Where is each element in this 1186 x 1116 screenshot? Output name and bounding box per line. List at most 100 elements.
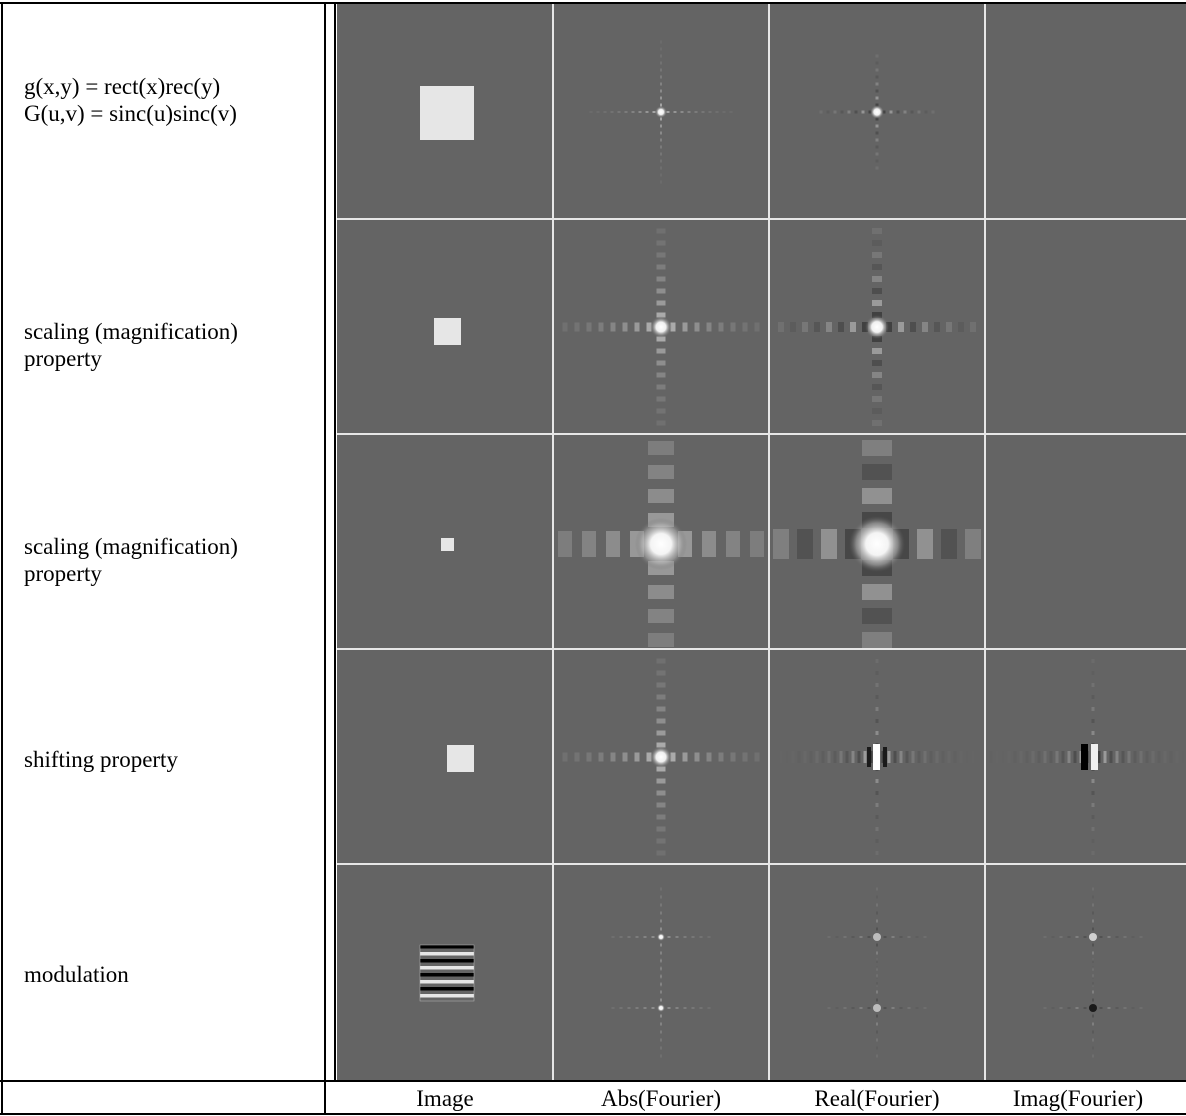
real-row5-1-v-lobe xyxy=(876,1030,878,1034)
abs-row1-h-lobe xyxy=(673,111,677,113)
abs-row5-1-h-lobe xyxy=(707,1007,711,1009)
row-label-3: scaling (magnification) property xyxy=(24,533,314,587)
rect-square-shifted xyxy=(447,745,474,772)
abs-row2-v-lobe xyxy=(656,360,666,366)
abs-row5-0-v-lobe xyxy=(660,967,662,971)
imag-row5-bottom-h-lobe xyxy=(1043,1007,1047,1009)
abs-row3-v-lobe xyxy=(648,465,674,479)
abs-row1-v-lobe xyxy=(660,145,662,149)
real-row4-h-lobe xyxy=(905,751,909,763)
imag-row4-h-lobe xyxy=(1170,751,1173,763)
imag-row5-top-h-lobe xyxy=(1083,936,1087,938)
rect-square-large xyxy=(420,86,474,140)
abs-row2-v-lobe xyxy=(656,336,666,342)
abs-row4-peak xyxy=(650,746,672,768)
abs-row2-h-lobe xyxy=(670,322,676,332)
abs-row3-h-lobe xyxy=(750,531,764,557)
real-row2-v-lobe xyxy=(872,240,882,246)
imag-row4-v-v-lobe xyxy=(1091,695,1095,699)
abs-row4-h-lobe xyxy=(622,752,628,762)
abs-row1-v-lobe xyxy=(660,138,662,142)
imag-row5-top-v-lobe xyxy=(1092,983,1094,987)
imag-row4-h-lobe xyxy=(1014,751,1017,763)
real-row3-h-lobe xyxy=(773,529,789,559)
abs-row5-0-v-lobe xyxy=(660,951,662,955)
real-row4-v-v-lobe xyxy=(875,731,879,735)
abs-row5-1-v-lobe xyxy=(660,974,662,978)
real-row4-v-v-lobe xyxy=(875,683,879,687)
real-row5-1-v-lobe xyxy=(876,1038,878,1042)
real-row2-h-lobe xyxy=(850,322,856,332)
modulation-stripe xyxy=(420,966,474,970)
real-row2-v-lobe xyxy=(872,420,882,426)
fourier-grid-svg xyxy=(337,4,1186,1080)
abs-row3-h-lobe xyxy=(582,531,596,557)
abs-row1-v-lobe xyxy=(660,159,662,163)
real-row2-h-lobe xyxy=(790,322,796,332)
abs-row1-v-lobe xyxy=(660,82,662,86)
abs-row1-h-lobe xyxy=(729,111,733,113)
abs-row5-0-v-lobe xyxy=(660,927,662,931)
imag-row4-v-v-lobe xyxy=(1091,707,1095,711)
row-label-4-line-1: shifting property xyxy=(24,747,178,772)
real-row5-0-v-lobe xyxy=(876,887,878,891)
imag-row4-bright-peak xyxy=(1091,744,1098,770)
real-row5-0-h-lobe xyxy=(891,936,895,938)
abs-row5-0-v-lobe xyxy=(660,943,662,947)
real-row4-dark-left xyxy=(867,747,871,767)
real-row5-1-h-lobe xyxy=(883,1007,887,1009)
abs-row5-1-h-lobe xyxy=(627,1007,631,1009)
real-row4-v-v-lobe xyxy=(875,815,879,819)
real-row4-dark-right xyxy=(883,747,887,767)
abs-row5-0-h-lobe xyxy=(675,936,679,938)
table-left-border xyxy=(1,2,3,1115)
row-label-2-line-2: property xyxy=(24,346,102,371)
imag-row5-top-h-lobe xyxy=(1115,936,1119,938)
real-row4-h-lobe xyxy=(929,751,933,763)
real-row4-h-lobe xyxy=(972,751,975,763)
imag-row4-h-lobe xyxy=(1157,751,1161,763)
modulation-stripe xyxy=(420,952,474,956)
abs-row1-h-lobe xyxy=(610,111,614,113)
real-row2-v-lobe xyxy=(872,384,882,390)
row-label-5: modulation xyxy=(24,961,314,988)
abs-row1-v-lobe xyxy=(660,75,662,79)
table-bottom-row-border xyxy=(0,1080,1186,1082)
abs-row1-v-lobe xyxy=(660,124,662,128)
real-row5-1-h-lobe xyxy=(867,1007,871,1009)
real-row4-h-lobe xyxy=(851,751,855,763)
real-row5-1-v-lobe xyxy=(876,966,878,970)
real-row5-1-v-lobe xyxy=(876,1046,878,1050)
abs-row5-0-v-lobe xyxy=(660,903,662,907)
abs-row3-v-lobe xyxy=(648,441,674,455)
abs-row5-1-h-lobe xyxy=(611,1007,615,1009)
abs-row1-v-lobe xyxy=(660,61,662,65)
real-row5-0-h-lobe xyxy=(843,936,847,938)
abs-row3-h-lobe xyxy=(726,531,740,557)
abs-row4-v-lobe xyxy=(656,730,666,736)
imag-row5-top-h-lobe xyxy=(1131,936,1135,938)
real-row3-h-lobe xyxy=(821,529,837,559)
abs-row2-h-lobe xyxy=(610,322,616,332)
real-row4-v-v-lobe xyxy=(875,659,879,663)
real-row2-h-lobe xyxy=(802,322,808,332)
abs-row1-h-lobe xyxy=(624,111,628,113)
abs-row4-v-lobe xyxy=(656,838,666,844)
real-row4-v-v-lobe xyxy=(875,695,879,699)
abs-row5-1-v-lobe xyxy=(660,1022,662,1026)
abs-row1-v-lobe xyxy=(660,180,662,184)
real-row5-1-h-lobe xyxy=(843,1007,847,1009)
real-row1-h-lobe xyxy=(917,110,921,114)
real-row4-h-lobe xyxy=(863,751,867,763)
real-row5-1-h-lobe xyxy=(923,1007,927,1009)
abs-row4-h-lobe xyxy=(610,752,616,762)
abs-row3-h-lobe xyxy=(558,531,572,557)
abs-row4-h-lobe xyxy=(754,752,760,762)
abs-row1-v-lobe xyxy=(660,54,662,58)
imag-row5-top-h-lobe xyxy=(1051,936,1055,938)
abs-row1-v-lobe xyxy=(660,40,662,44)
imag-row5-bottom-h-lobe xyxy=(1083,1007,1087,1009)
real-row5-1-v-lobe xyxy=(876,1014,878,1018)
abs-row5-1-v-lobe xyxy=(660,1030,662,1034)
real-row5-0-h-lobe xyxy=(851,936,855,938)
